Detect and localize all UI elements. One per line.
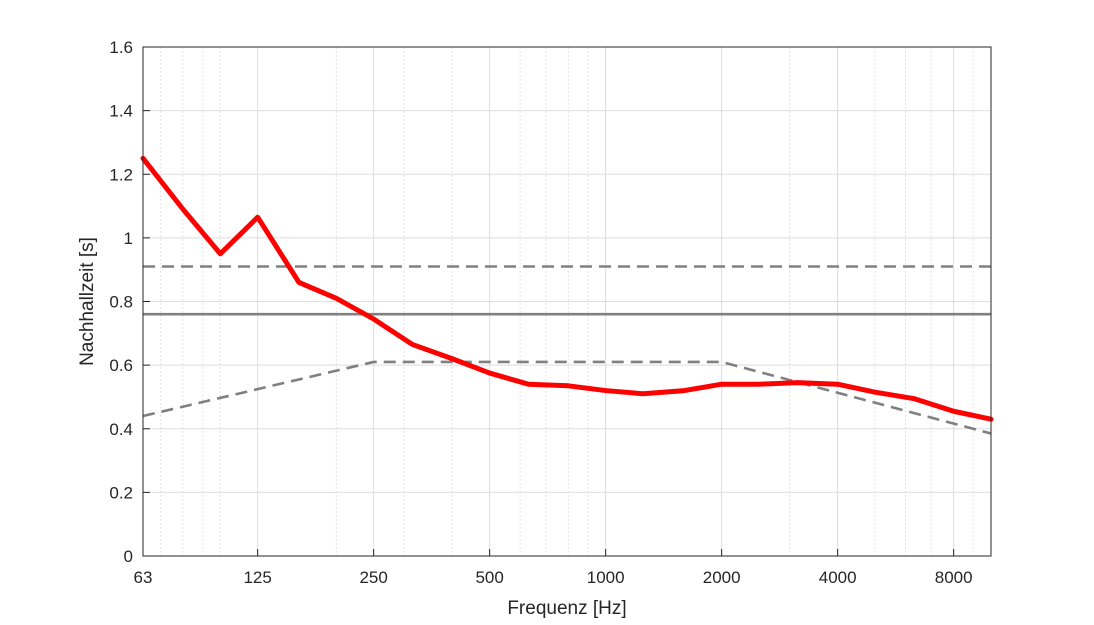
- y-tick-label: 1: [124, 229, 133, 248]
- series-line-3: [142, 360, 992, 435]
- y-tick-label: 0.2: [109, 483, 133, 502]
- x-tick-label: 8000: [935, 568, 973, 587]
- series-group: [140, 155, 994, 435]
- y-tick-label: 0.8: [109, 293, 133, 312]
- x-tick-label: 500: [475, 568, 503, 587]
- y-tick-label: 1.2: [109, 165, 133, 184]
- tick-labels: 63 125 250 500 1000 2000 4000 8000 0 0.2 0.4 0.6 0.8…: [109, 38, 972, 587]
- y-tick-label: 0: [124, 547, 133, 566]
- x-tick-label: 2000: [703, 568, 741, 587]
- x-tick-label: 63: [134, 568, 153, 587]
- grid: [142, 46, 991, 557]
- x-tick-label: 1000: [587, 568, 625, 587]
- series-line-0: [140, 155, 994, 422]
- x-axis-label: Frequenz [Hz]: [507, 598, 626, 619]
- x-tick-label: 250: [359, 568, 387, 587]
- x-tick-label: 4000: [819, 568, 857, 587]
- y-tick-label: 0.6: [109, 356, 133, 375]
- y-tick-label: 1.6: [109, 38, 133, 57]
- y-axis-label: Nachhallzeit [s]: [77, 237, 98, 366]
- x-tick-label: 125: [243, 568, 271, 587]
- y-tick-label: 0.4: [109, 420, 133, 439]
- y-tick-label: 1.4: [109, 102, 133, 121]
